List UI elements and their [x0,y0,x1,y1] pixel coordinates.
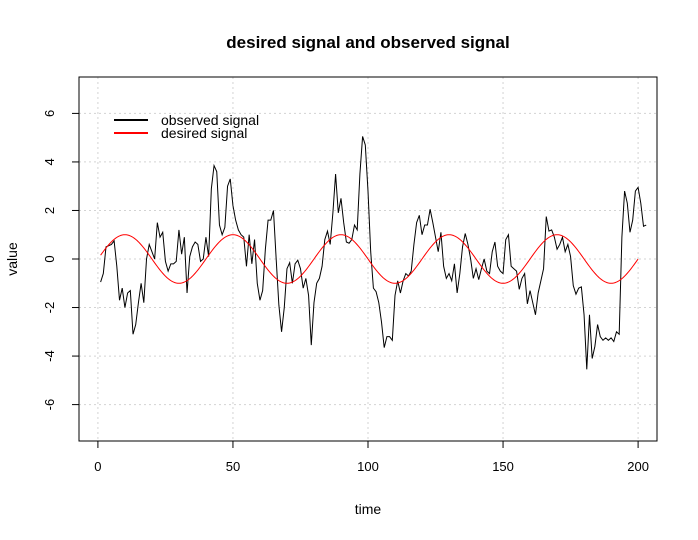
y-tick-label: -4 [42,350,57,362]
series-line-observed [100,136,647,370]
series-group [100,136,647,370]
y-tick-label: 6 [42,110,57,117]
legend-label: desired signal [161,125,247,141]
grid [79,77,657,441]
series-line-desired [100,234,639,284]
legend-label: observed signal [161,112,259,128]
x-tick-label: 200 [627,459,649,474]
y-axis-label: value [4,242,20,276]
x-tick-label: 100 [357,459,379,474]
x-tick-label: 50 [226,459,240,474]
y-tick-label: 0 [42,255,57,262]
y-tick-label: 4 [42,158,57,165]
x-axis-label: time [355,501,382,517]
y-tick-label: -2 [42,302,57,314]
y-axis: -6 -4 -2 0 2 4 6 [42,110,80,411]
x-tick-label: 150 [492,459,514,474]
x-tick-label: 0 [94,459,101,474]
chart-title: desired signal and observed signal [226,33,509,52]
x-axis: 0 50 100 150 200 [94,440,649,474]
y-tick-label: -6 [42,399,57,411]
y-tick-label: 2 [42,207,57,214]
